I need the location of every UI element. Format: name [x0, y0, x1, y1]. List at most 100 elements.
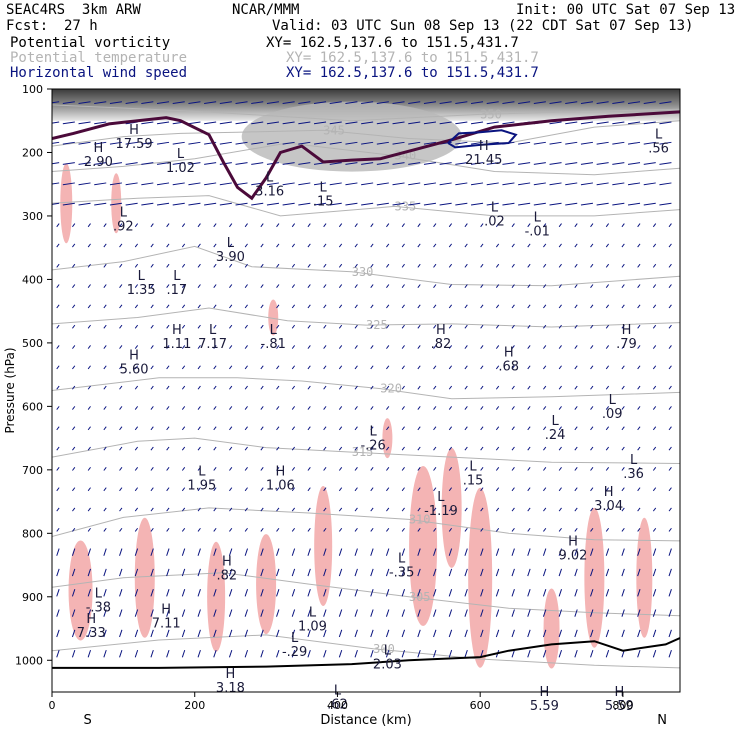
wind-arrow — [511, 426, 515, 431]
wind-arrow — [464, 365, 468, 370]
wind-arrow — [527, 487, 531, 492]
x-tick-label: 400 — [327, 699, 348, 712]
wind-arrow — [370, 304, 374, 309]
wind-arrow — [235, 141, 248, 145]
wind-arrow — [276, 568, 280, 577]
wind-arrow — [103, 426, 107, 431]
wind-arrow — [354, 609, 358, 617]
wind-arrow — [518, 202, 531, 206]
extremum-type: L — [95, 586, 103, 601]
wind-arrow — [56, 385, 60, 390]
wind-arrow — [72, 426, 76, 431]
wind-arrow — [94, 202, 107, 206]
wind-arrow — [323, 589, 327, 597]
extremum-value: .15 — [313, 194, 334, 209]
extremum-type: L — [138, 269, 146, 284]
wind-arrow — [533, 141, 546, 145]
wind-arrow — [480, 446, 484, 451]
wind-arrow — [637, 304, 641, 309]
wind-arrow — [448, 263, 453, 268]
wind-arrow — [103, 629, 107, 638]
wind-arrow — [213, 589, 217, 597]
wind-arrow — [464, 467, 468, 471]
wind-arrow — [486, 182, 499, 186]
wind-arrow — [150, 467, 154, 471]
wind-arrow — [417, 548, 421, 556]
wind-arrow — [486, 121, 499, 125]
wind-arrow — [134, 284, 139, 288]
wind-arrow — [87, 446, 91, 451]
wind-arrow — [543, 365, 547, 370]
wind-arrow — [392, 121, 405, 125]
wind-arrow — [71, 589, 76, 597]
wind-arrow — [558, 487, 562, 492]
wind-arrow — [558, 406, 562, 410]
extremum-type: L — [120, 206, 128, 221]
wind-arrow — [228, 568, 233, 577]
wind-arrow — [291, 487, 296, 492]
wind-arrow — [197, 446, 201, 451]
wind-arrow — [119, 345, 123, 349]
wind-arrow — [417, 406, 421, 410]
wind-arrow — [109, 202, 123, 206]
wind-arrow — [313, 202, 327, 206]
wind-arrow — [56, 548, 60, 556]
extremum-type: L — [270, 323, 278, 338]
wind-arrow — [56, 426, 60, 431]
wind-arrow — [511, 345, 515, 349]
wind-arrow — [480, 507, 484, 512]
extremum-value: 5.59 — [530, 699, 559, 714]
wind-arrow — [244, 406, 248, 410]
theta-line — [52, 142, 680, 176]
wind-arrow — [260, 263, 264, 268]
wind-arrow — [558, 446, 562, 451]
wind-arrow — [56, 263, 60, 268]
wind-arrow — [323, 446, 327, 451]
wind-arrow — [119, 263, 123, 268]
wind-arrow — [172, 182, 185, 186]
wind-arrow — [527, 507, 531, 512]
wind-arrow — [103, 548, 107, 556]
wind-arrow — [125, 162, 138, 165]
extremum-value: 3.90 — [216, 250, 245, 265]
wind-arrow — [652, 527, 657, 532]
wind-arrow — [558, 426, 562, 431]
wind-arrow — [417, 365, 421, 370]
wind-arrow — [87, 223, 91, 228]
wind-arrow — [156, 101, 170, 104]
wind-arrow — [219, 121, 232, 125]
extremum-value: .62 — [327, 698, 348, 713]
wind-arrow — [464, 426, 468, 431]
wind-arrow — [370, 426, 374, 431]
wind-arrow — [370, 649, 374, 658]
extremum-type: L — [320, 180, 328, 195]
wind-arrow — [423, 101, 437, 104]
wind-arrow — [423, 162, 437, 165]
pv-shade-patch — [111, 173, 122, 234]
extremum-value: 3.04 — [594, 499, 623, 514]
theta-line — [52, 104, 680, 122]
wind-arrow — [417, 507, 421, 512]
wind-arrow — [637, 426, 641, 431]
wind-arrow — [558, 589, 563, 597]
wind-arrow — [558, 385, 562, 390]
wind-arrow — [543, 446, 547, 451]
wind-arrow — [72, 304, 76, 309]
wind-arrow — [197, 507, 201, 512]
wind-arrow — [386, 467, 390, 471]
wind-arrow — [150, 507, 154, 512]
wind-arrow — [370, 568, 374, 577]
wind-arrow — [52, 162, 60, 165]
wind-arrow — [574, 223, 578, 228]
wind-arrow — [323, 467, 327, 471]
wind-arrow — [307, 527, 311, 532]
extremum-type: H — [226, 667, 236, 682]
wind-arrow — [276, 324, 280, 329]
forecast-hour: 27 h — [64, 18, 98, 34]
wind-arrow — [659, 182, 672, 186]
wind-arrow — [276, 589, 280, 597]
wind-arrow — [423, 141, 437, 145]
wind-arrow — [590, 507, 594, 512]
wind-arrow — [150, 223, 154, 228]
